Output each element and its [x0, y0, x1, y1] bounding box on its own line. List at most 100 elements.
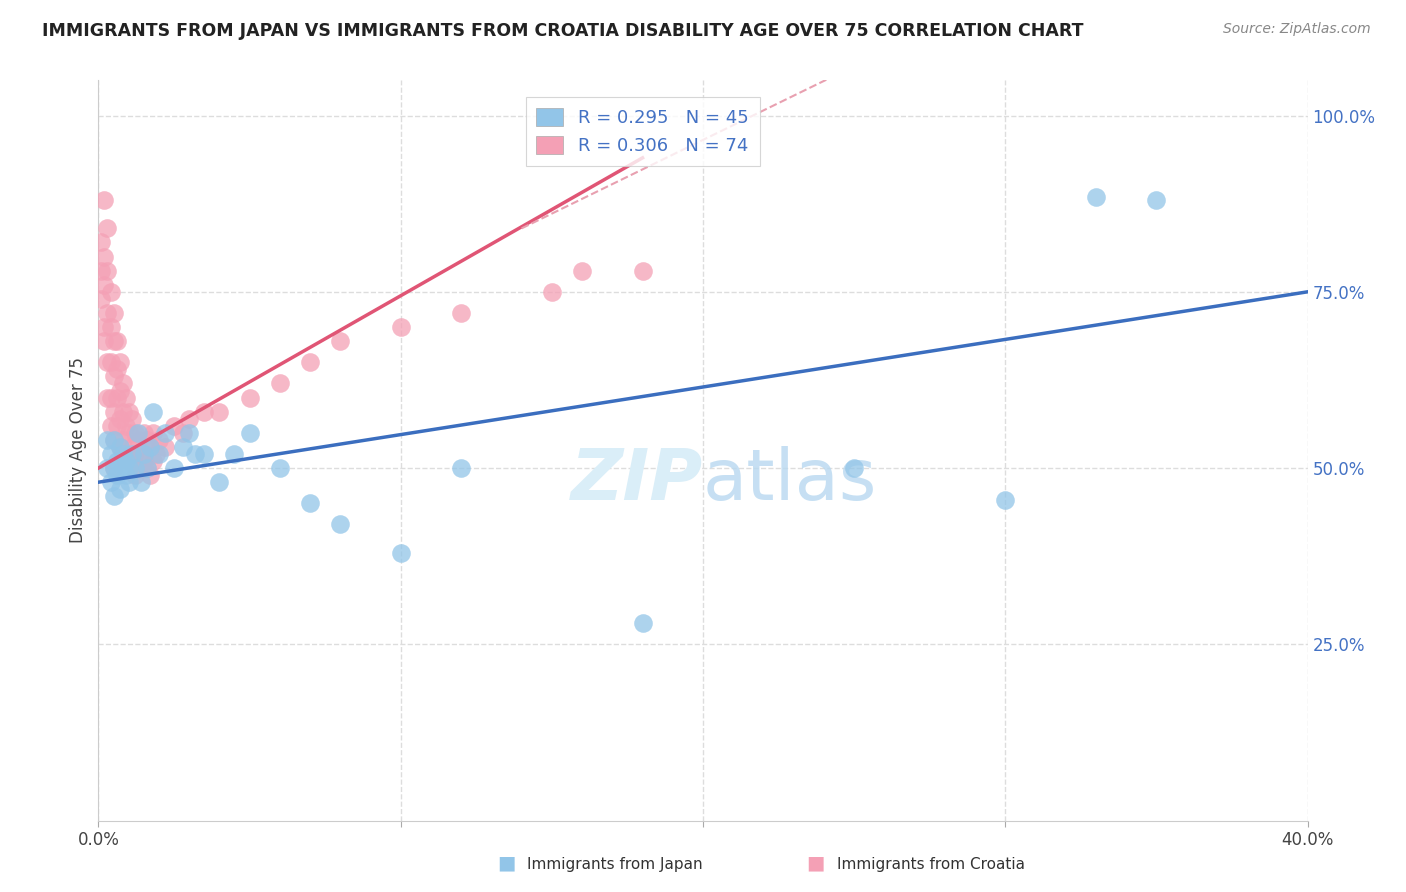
Point [96, 263, 118, 277]
Point [90, 235, 112, 250]
Point [540, 285, 562, 299]
Point [132, 447, 155, 461]
Point [1144, 193, 1167, 207]
Point [121, 447, 143, 461]
Point [118, 475, 141, 490]
Point [114, 418, 136, 433]
Point [132, 454, 155, 468]
Point [100, 418, 122, 433]
Point [148, 433, 170, 447]
Point [108, 440, 131, 454]
Point [299, 355, 322, 369]
Legend: R = 0.295   N = 45, R = 0.306   N = 74: R = 0.295 N = 45, R = 0.306 N = 74 [526, 96, 759, 166]
Point [269, 461, 291, 475]
Point [103, 405, 125, 419]
Point [96, 433, 118, 447]
Point [172, 440, 194, 454]
Point [105, 362, 128, 376]
Point [105, 391, 128, 405]
Point [103, 334, 125, 348]
Point [96, 355, 118, 369]
Point [139, 468, 162, 483]
Point [103, 489, 125, 503]
Point [208, 405, 231, 419]
Point [114, 447, 136, 461]
Point [100, 285, 122, 299]
Point [179, 411, 201, 425]
Text: ■: ■ [496, 854, 516, 872]
Point [145, 447, 167, 461]
Point [142, 405, 165, 419]
Text: Immigrants from Croatia: Immigrants from Croatia [837, 857, 1025, 872]
Point [132, 425, 155, 440]
Point [193, 405, 215, 419]
Point [1085, 189, 1108, 203]
Point [103, 461, 125, 475]
Point [153, 440, 176, 454]
Point [172, 425, 194, 440]
Point [108, 411, 131, 425]
Point [103, 306, 125, 320]
Point [100, 355, 122, 369]
Point [105, 418, 128, 433]
Point [111, 433, 134, 447]
Point [105, 454, 128, 468]
Point [118, 461, 141, 475]
Point [103, 433, 125, 447]
Point [103, 461, 125, 475]
Point [239, 425, 262, 440]
Y-axis label: Disability Age Over 75: Disability Age Over 75 [69, 358, 87, 543]
Point [111, 447, 134, 461]
Point [103, 369, 125, 384]
Point [90, 263, 112, 277]
Point [127, 461, 149, 475]
Point [114, 391, 136, 405]
Point [118, 425, 141, 440]
Point [96, 306, 118, 320]
Point [105, 468, 128, 483]
Point [90, 292, 112, 306]
Point [127, 425, 149, 440]
Point [105, 334, 128, 348]
Point [142, 454, 165, 468]
Point [139, 440, 162, 454]
Point [124, 468, 146, 483]
Point [108, 440, 131, 454]
Point [148, 447, 170, 461]
Point [121, 411, 143, 425]
Point [153, 425, 176, 440]
Point [631, 263, 654, 277]
Point [96, 391, 118, 405]
Point [163, 418, 186, 433]
Point [450, 306, 472, 320]
Point [193, 447, 215, 461]
Point [135, 461, 157, 475]
Point [179, 425, 201, 440]
Point [103, 433, 125, 447]
Point [108, 355, 131, 369]
Point [93, 320, 115, 334]
Point [389, 320, 412, 334]
Point [142, 425, 165, 440]
Point [118, 454, 141, 468]
Point [121, 440, 143, 454]
Point [96, 461, 118, 475]
Point [208, 475, 231, 490]
Point [114, 468, 136, 483]
Point [299, 496, 322, 510]
Point [93, 250, 115, 264]
Point [124, 461, 146, 475]
Point [100, 320, 122, 334]
Point [124, 447, 146, 461]
Point [135, 461, 157, 475]
Point [118, 405, 141, 419]
Point [450, 461, 472, 475]
Point [100, 447, 122, 461]
Point [93, 277, 115, 292]
Text: ■: ■ [806, 854, 825, 872]
Point [239, 391, 262, 405]
Point [124, 425, 146, 440]
Point [389, 546, 412, 560]
Point [93, 334, 115, 348]
Point [844, 461, 866, 475]
